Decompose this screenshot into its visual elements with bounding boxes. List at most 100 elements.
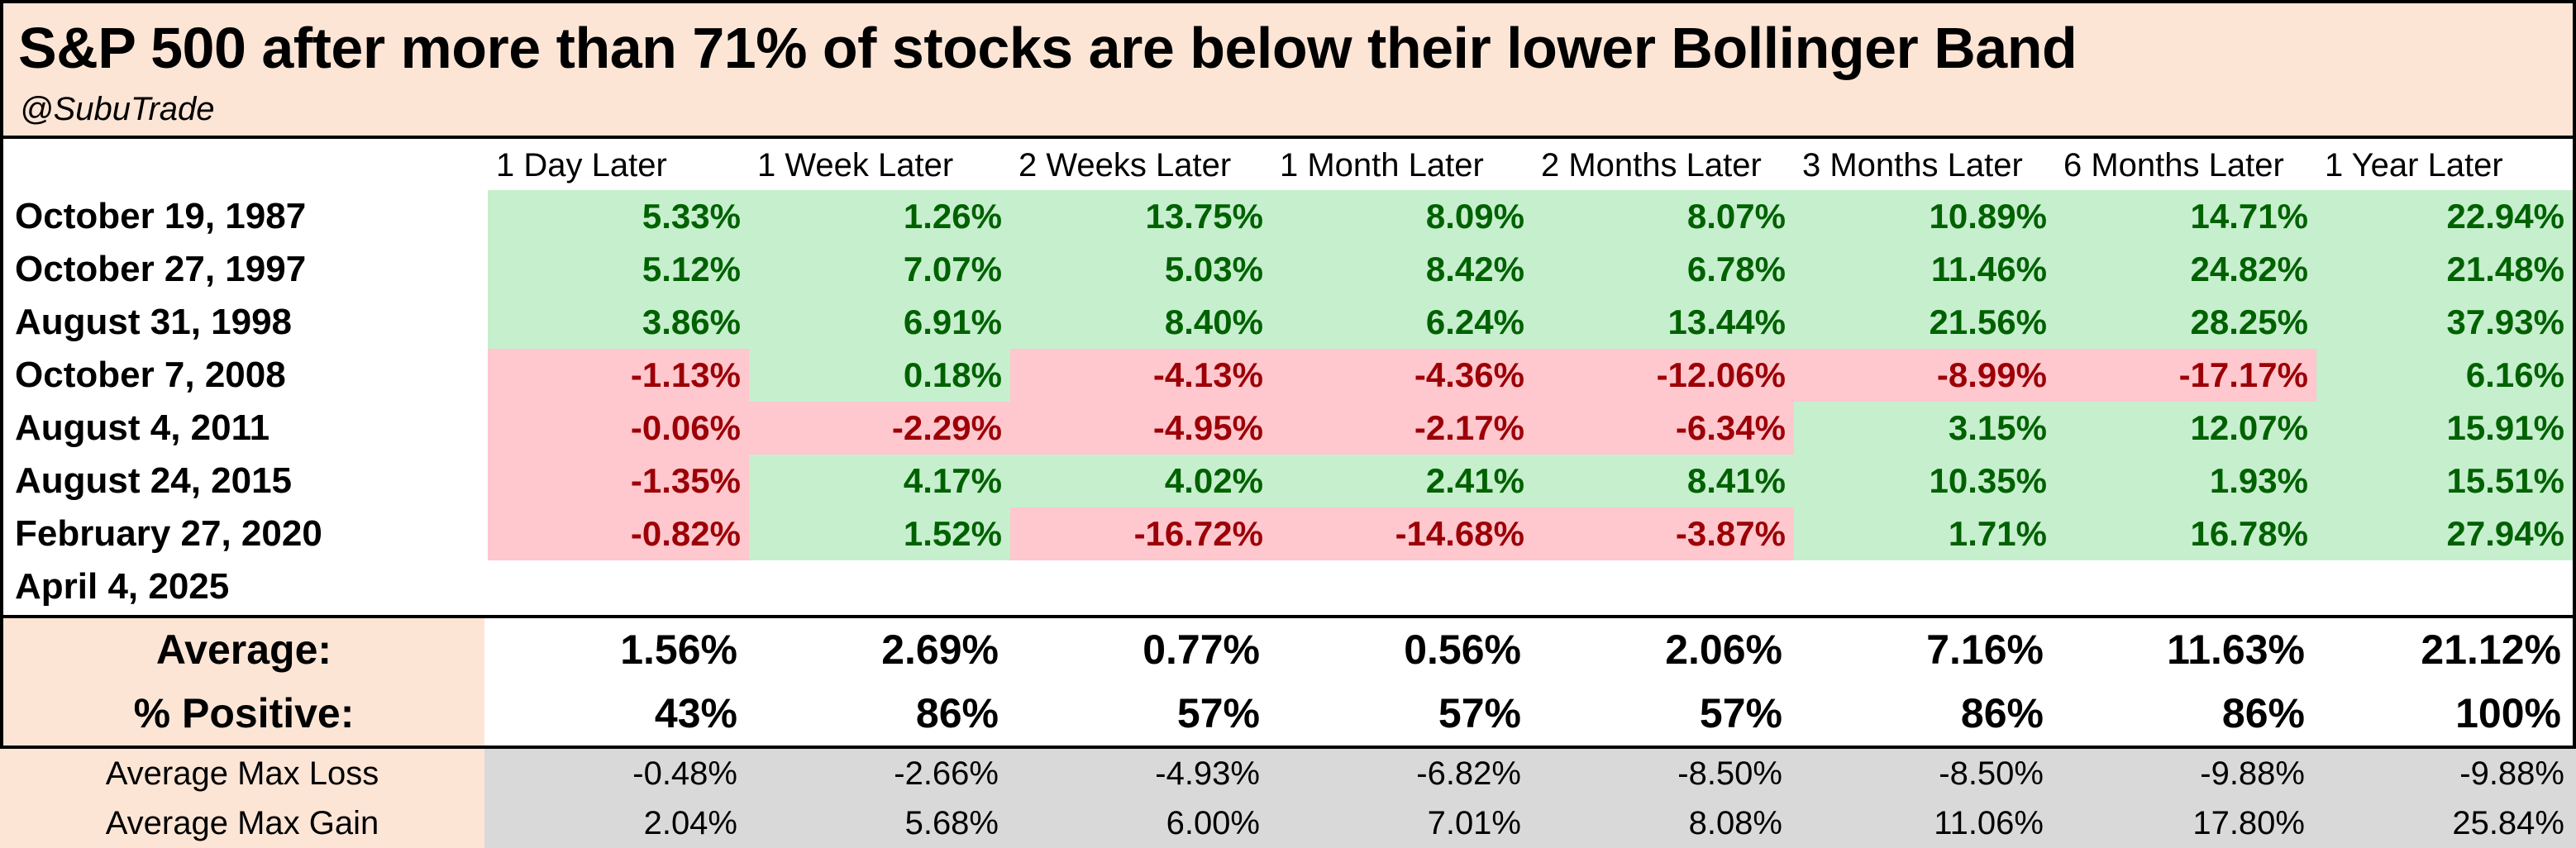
footer-cell: 7.01% xyxy=(1427,805,1521,841)
table-row: February 27, 2020 -0.82% 1.52% -16.72% -14.6… xyxy=(3,507,2576,560)
summary-cell: 57% xyxy=(1176,690,1260,736)
summary-cell: 86% xyxy=(1960,690,2044,736)
return-cell: 8.07% xyxy=(1533,190,1794,243)
max-loss-gain-section: Average Max Loss -0.48% -2.66% -4.93% -6.82%… xyxy=(0,749,2576,848)
return-cell: -17.17% xyxy=(2055,349,2316,402)
return-cell: 27.94% xyxy=(2316,507,2573,560)
summary-cell: 86% xyxy=(915,690,999,736)
return-cell: -12.06% xyxy=(1533,349,1794,402)
return-cell: 16.78% xyxy=(2055,507,2316,560)
footer-cell: 6.00% xyxy=(1166,805,1260,841)
footer-row: Average Max Loss -0.48% -2.66% -4.93% -6.82%… xyxy=(0,749,2576,798)
row-date-label: August 4, 2011 xyxy=(15,407,270,448)
return-cell: 10.35% xyxy=(1794,455,2055,507)
return-cell: -0.82% xyxy=(488,507,749,560)
column-header: 1 Week Later xyxy=(757,147,954,183)
table-row: October 7, 2008 -1.13% 0.18% -4.13% -4.36% -1… xyxy=(3,349,2576,402)
return-cell: 1.93% xyxy=(2055,455,2316,507)
return-cell xyxy=(2055,560,2316,613)
footer-cell: -6.82% xyxy=(1416,755,1521,792)
summary-cell: 1.56% xyxy=(620,626,737,673)
return-cell: 8.09% xyxy=(1271,190,1533,243)
summary-cell: 0.56% xyxy=(1404,626,1521,673)
column-header: 2 Weeks Later xyxy=(1018,147,1232,183)
return-cell: 5.12% xyxy=(488,243,749,296)
footer-cell: -0.48% xyxy=(632,755,737,792)
footer-cell: 25.84% xyxy=(2452,805,2564,841)
summary-cell: 86% xyxy=(2221,690,2305,736)
summary-row: Average: 1.56% 2.69% 0.77% 0.56% 2.06% 7.16% 11… xyxy=(3,618,2576,682)
row-date-label: October 19, 1987 xyxy=(15,196,307,236)
return-cell: 4.02% xyxy=(1010,455,1271,507)
return-cell: -1.35% xyxy=(488,455,749,507)
summary-cell: 2.06% xyxy=(1665,626,1782,673)
return-cell: 6.91% xyxy=(749,296,1010,349)
table-row: August 4, 2011 -0.06% -2.29% -4.95% -2.17% -6… xyxy=(3,402,2576,455)
return-cell: 21.56% xyxy=(1794,296,2055,349)
column-header: 1 Day Later xyxy=(496,147,667,183)
return-cell: 7.07% xyxy=(749,243,1010,296)
summary-row: % Positive: 43% 86% 57% 57% 57% 86% 86% 100% xyxy=(3,682,2576,746)
return-cell: 3.15% xyxy=(1794,402,2055,455)
footer-cell: -8.50% xyxy=(1677,755,1782,792)
row-date-label: February 27, 2020 xyxy=(15,513,322,554)
return-cell: 15.51% xyxy=(2316,455,2573,507)
footer-label: Average Max Gain xyxy=(105,805,379,841)
table-row: October 19, 1987 5.33% 1.26% 13.75% 8.09% 8.0… xyxy=(3,190,2576,243)
column-header: 1 Month Later xyxy=(1280,147,1484,183)
row-date-label: August 24, 2015 xyxy=(15,460,293,501)
summary-label: % Positive: xyxy=(133,690,355,736)
footer-cell: 5.68% xyxy=(904,805,999,841)
footer-row: Average Max Gain 2.04% 5.68% 6.00% 7.01% 8.08… xyxy=(0,798,2576,848)
return-cell xyxy=(2316,560,2573,613)
return-cell: 8.42% xyxy=(1271,243,1533,296)
return-cell: 13.75% xyxy=(1010,190,1271,243)
return-cell: 4.17% xyxy=(749,455,1010,507)
return-cell: 24.82% xyxy=(2055,243,2316,296)
return-cell xyxy=(488,560,749,613)
return-cell xyxy=(1010,560,1271,613)
footer-cell: -8.50% xyxy=(1939,755,2044,792)
footer-cell: 2.04% xyxy=(643,805,737,841)
summary-cell: 2.69% xyxy=(881,626,999,673)
return-cell: 6.78% xyxy=(1533,243,1794,296)
column-header: 1 Year Later xyxy=(2325,147,2503,183)
row-date-label: October 7, 2008 xyxy=(15,355,286,395)
footer-label: Average Max Loss xyxy=(105,755,379,792)
return-cell: -6.34% xyxy=(1533,402,1794,455)
summary-cell: 7.16% xyxy=(1926,626,2044,673)
return-cell: 21.48% xyxy=(2316,243,2573,296)
return-cell: 13.44% xyxy=(1533,296,1794,349)
return-cell: -14.68% xyxy=(1271,507,1533,560)
return-cell xyxy=(749,560,1010,613)
return-cell: 6.16% xyxy=(2316,349,2573,402)
page-title: S&P 500 after more than 71% of stocks ar… xyxy=(18,16,2077,80)
footer-cell: -2.66% xyxy=(894,755,999,792)
summary-cell: 100% xyxy=(2455,690,2561,736)
return-cell: -1.13% xyxy=(488,349,749,402)
return-cell: 22.94% xyxy=(2316,190,2573,243)
footer-cell: 11.06% xyxy=(1934,805,2044,841)
return-cell: 3.86% xyxy=(488,296,749,349)
title-block: S&P 500 after more than 71% of stocks ar… xyxy=(0,0,2576,139)
table-row: August 24, 2015 -1.35% 4.17% 4.02% 2.41% 8.41… xyxy=(3,455,2576,507)
return-cell: -8.99% xyxy=(1794,349,2055,402)
author-handle: @SubuTrade xyxy=(20,91,215,127)
summary-label: Average: xyxy=(155,626,332,673)
return-cell: 10.89% xyxy=(1794,190,2055,243)
summary-cell: 57% xyxy=(1699,690,1782,736)
column-header: 6 Months Later xyxy=(2063,147,2284,183)
row-date-label: April 4, 2025 xyxy=(15,566,230,607)
return-cell: -4.95% xyxy=(1010,402,1271,455)
summary-cell: 43% xyxy=(654,690,737,736)
return-cell: 2.41% xyxy=(1271,455,1533,507)
footer-cell: -4.93% xyxy=(1155,755,1260,792)
row-date-label: October 27, 1997 xyxy=(15,249,307,289)
row-date-label: August 31, 1998 xyxy=(15,302,293,342)
footer-cell: -9.88% xyxy=(2200,755,2305,792)
return-cell: 6.24% xyxy=(1271,296,1533,349)
column-header-row: 1 Day Later 1 Week Later 2 Weeks Later 1 Mo… xyxy=(3,136,2576,190)
return-cell: 37.93% xyxy=(2316,296,2573,349)
return-cell: 5.03% xyxy=(1010,243,1271,296)
